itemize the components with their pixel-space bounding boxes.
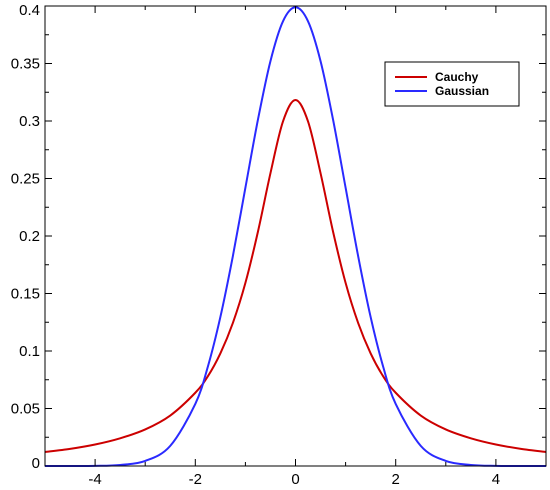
legend-label-gaussian: Gaussian <box>435 84 489 98</box>
x-tick-label: -4 <box>88 471 101 488</box>
x-tick-label: -2 <box>189 471 202 488</box>
x-tick-label: 4 <box>492 471 500 488</box>
series-line-cauchy <box>44 98 547 453</box>
y-axis: 0 0.05 0.1 0.15 0.2 0.25 0.3 0.35 0.4 <box>11 2 546 472</box>
y-tick-label: 0.05 <box>11 401 40 418</box>
y-tick-label: 0.25 <box>11 171 40 188</box>
legend-box <box>384 61 520 107</box>
y-tick-label: 0.3 <box>19 113 40 130</box>
y-tick-label: 0.15 <box>11 286 40 303</box>
y-tick-label: 0 <box>32 455 40 472</box>
y-tick-label: 0.1 <box>19 343 40 360</box>
y-tick-label: 0.35 <box>11 56 40 73</box>
x-tick-label: 0 <box>291 471 299 488</box>
y-tick-label: 0.4 <box>19 2 40 19</box>
legend-label-cauchy: Cauchy <box>435 70 479 84</box>
y-tick-label: 0.2 <box>19 228 40 245</box>
x-tick-label: 2 <box>392 471 400 488</box>
x-axis: -4 -2 0 2 4 <box>88 6 500 488</box>
